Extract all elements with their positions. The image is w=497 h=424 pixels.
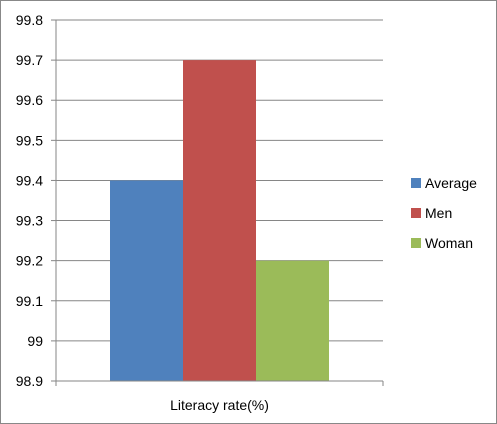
x-axis-ticks (55, 381, 384, 386)
y-tick-label: 99.3 (16, 213, 43, 229)
y-tick-label: 99.4 (16, 172, 43, 188)
bar-men (183, 60, 256, 381)
legend-label-average: Average (425, 175, 477, 191)
legend-swatch-woman (411, 238, 421, 248)
bar-average (110, 180, 183, 381)
bar-woman (256, 260, 329, 381)
y-tick-label: 99.6 (16, 92, 43, 108)
y-tick-label: 99.1 (16, 293, 43, 309)
y-tick-label: 99.2 (16, 253, 43, 269)
y-tick-label: 98.9 (16, 373, 43, 389)
legend: Average Men Woman (411, 175, 477, 251)
legend-swatch-men (411, 208, 421, 218)
x-category-label: Literacy rate(%) (170, 397, 269, 413)
bars (110, 60, 329, 381)
legend-label-woman: Woman (425, 235, 473, 251)
y-tick-label: 99 (27, 333, 43, 349)
y-tick-label: 99.7 (16, 52, 43, 68)
legend-swatch-average (411, 178, 421, 188)
y-tick-label: 99.8 (16, 12, 43, 28)
legend-label-men: Men (425, 205, 452, 221)
y-tick-label: 99.5 (16, 132, 43, 148)
y-axis-ticks: 98.9 99 99.1 99.2 99.3 99.4 99.5 99.6 99.7 99.8 (16, 12, 56, 389)
